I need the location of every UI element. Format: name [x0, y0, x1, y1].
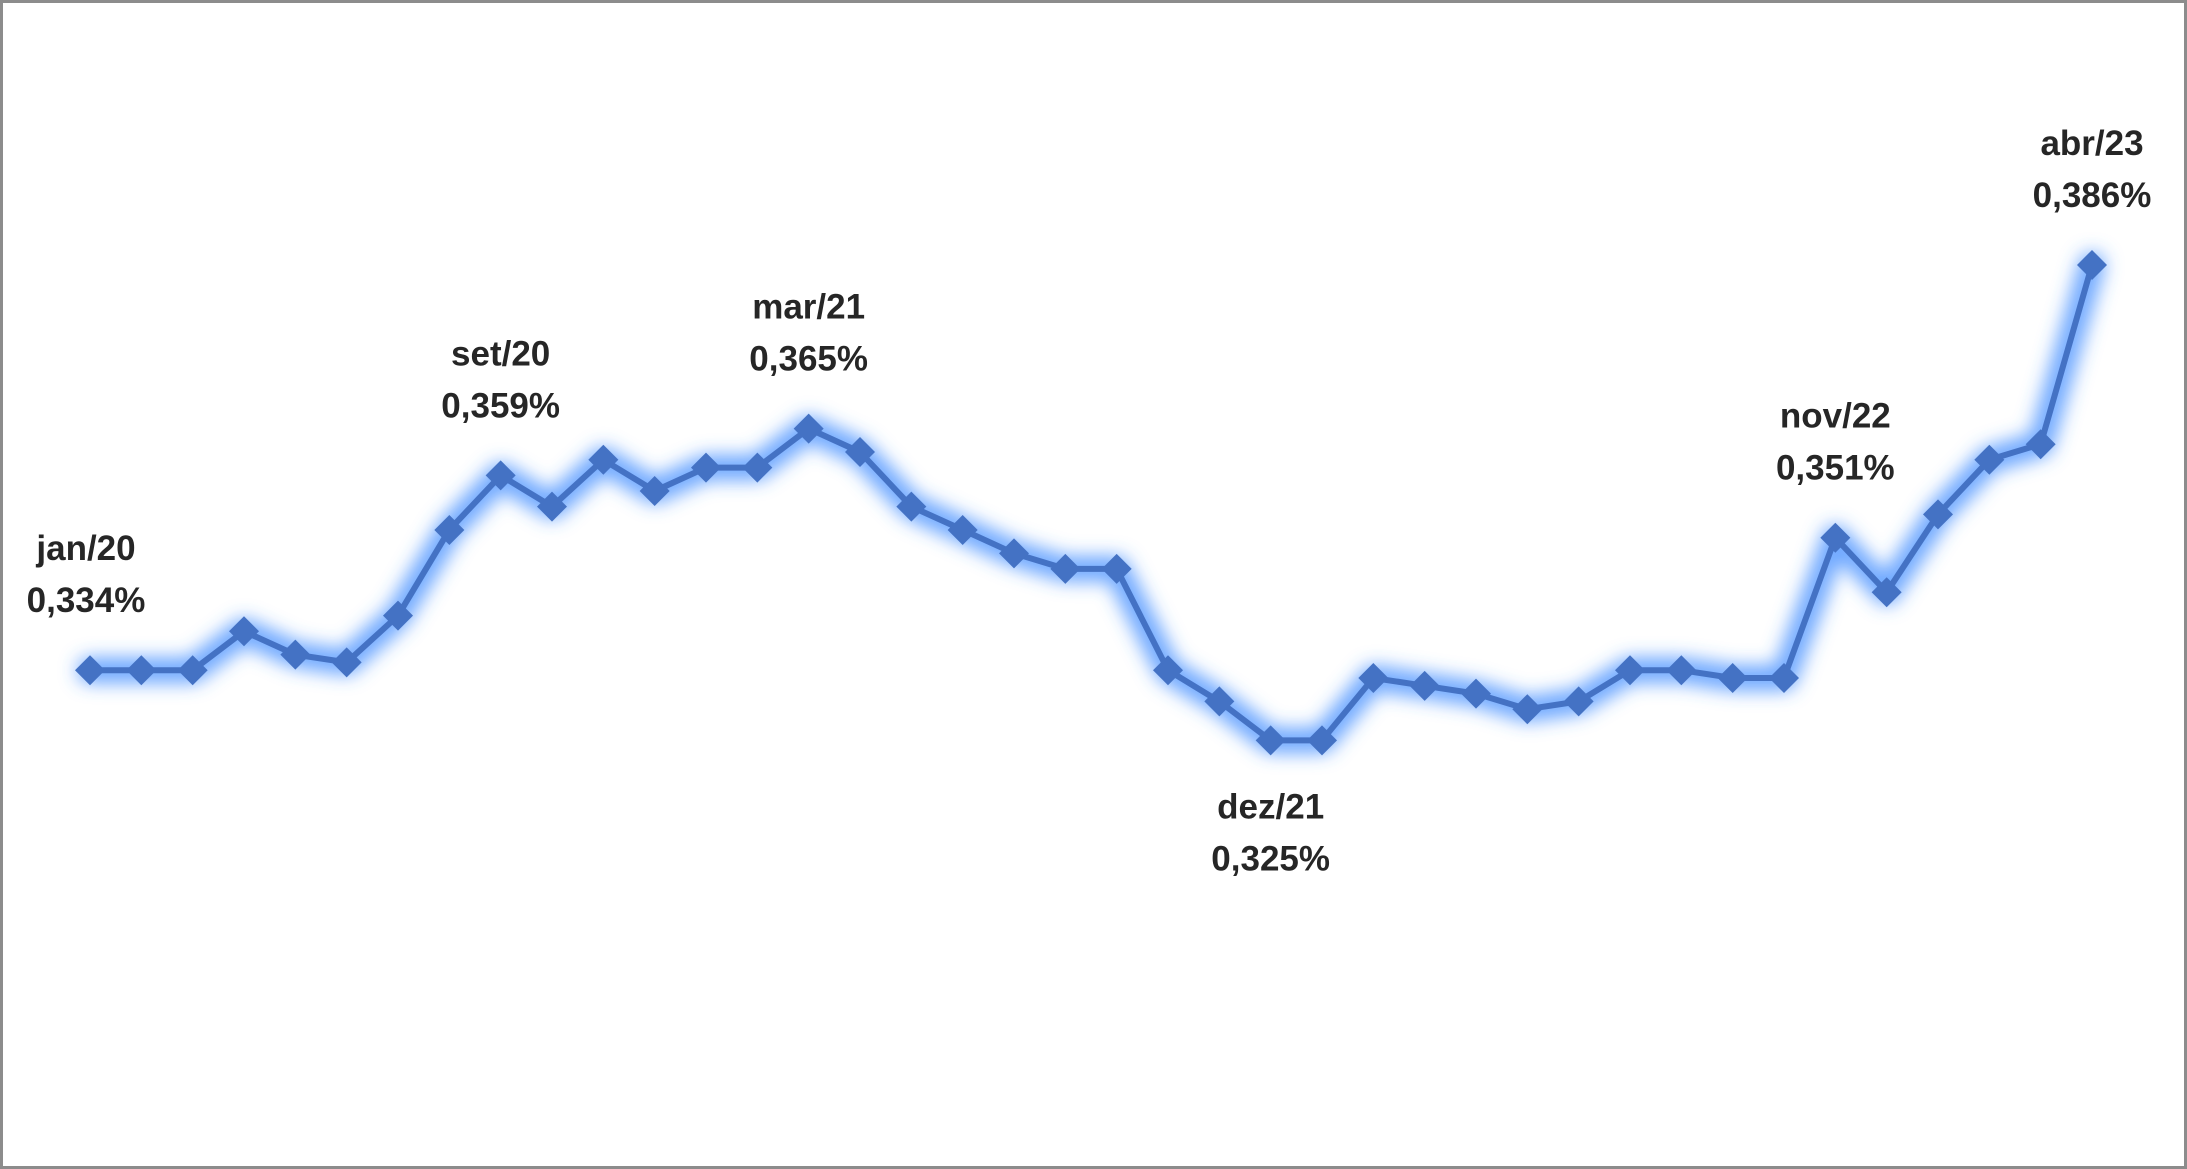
data-label: dez/21 0,325% [1211, 787, 1330, 878]
data-label: set/20 0,359% [441, 334, 560, 425]
data-point-marker: ago/22 [1666, 655, 1697, 686]
data-point-marker: jul/20 [383, 600, 413, 631]
data-label-date: dez/21 [1217, 787, 1324, 826]
data-point-marker: nov/22 [1820, 522, 1851, 553]
data-label-date: nov/22 [1780, 397, 1891, 436]
data-point-marker: fev/21 [742, 452, 773, 483]
data-point-marker: set/21 [1101, 553, 1132, 584]
data-point-marker: fev/23 [1974, 444, 2005, 475]
data-label-value: 0,325% [1211, 839, 1330, 878]
data-label-value: 0,386% [2033, 176, 2152, 215]
data-point-marker: jun/22 [1563, 686, 1594, 717]
data-label-value: 0,359% [441, 386, 560, 425]
data-label-date: jan/20 [35, 529, 135, 568]
data-label-value: 0,365% [749, 340, 868, 379]
data-point-marker: set/20 [485, 460, 516, 491]
data-point-marker: jan/21 [691, 452, 721, 483]
data-point-marker: mai/20 [280, 639, 311, 670]
data-point-marker: out/22 [1769, 663, 1799, 694]
data-point-marker: abr/20 [229, 616, 259, 647]
series-line [90, 264, 2095, 744]
data-point-marker: nov/21 [1204, 686, 1235, 717]
data-label: nov/22 0,351% [1776, 397, 1895, 488]
data-point-marker: mar/23 [2025, 429, 2056, 460]
data-label-date: abr/23 [2040, 124, 2143, 163]
data-label: mar/21 0,365% [749, 288, 868, 379]
data-point-marker: mar/21 [793, 413, 824, 444]
series-markers: jan/20 fev/20 mar/20 abr/20 mai/20 jun/20 jul/… [75, 249, 2107, 756]
data-label: abr/23 0,386% [2033, 124, 2152, 215]
data-point-marker: jul/21 [999, 538, 1029, 569]
series-line-layer [90, 264, 2095, 744]
data-point-marker: abr/23 [2077, 249, 2107, 280]
data-point-marker: jul/22 [1615, 655, 1645, 686]
data-point-marker: dez/21 [1255, 725, 1286, 756]
data-point-marker: mar/20 [177, 655, 208, 686]
data-point-marker: nov/20 [588, 444, 619, 475]
data-label-value: 0,351% [1776, 449, 1895, 488]
data-point-marker: jan/23 [1923, 499, 1953, 530]
data-point-marker: out/20 [537, 491, 567, 522]
data-point-marker: mar/22 [1409, 670, 1440, 701]
data-label-date: set/20 [451, 334, 550, 373]
data-label: jan/20 0,334% [27, 529, 146, 620]
data-point-marker: abr/22 [1461, 678, 1491, 709]
data-point-marker: fev/20 [126, 655, 157, 686]
data-point-marker: fev/22 [1358, 663, 1389, 694]
series-glow [77, 252, 2105, 754]
data-point-marker: mai/21 [896, 491, 927, 522]
data-point-marker: jan/20 [75, 655, 105, 686]
data-point-marker: jan/22 [1307, 725, 1337, 756]
data-point-marker: ago/20 [434, 514, 465, 545]
series-glow-path [77, 252, 2105, 754]
data-point-marker: dez/22 [1871, 577, 1902, 608]
data-point-marker: jun/21 [947, 514, 978, 545]
data-point-marker: abr/21 [845, 437, 875, 468]
data-point-marker: mai/22 [1512, 694, 1543, 725]
data-label-date: mar/21 [752, 288, 865, 327]
data-point-marker: dez/20 [639, 475, 670, 506]
data-label-value: 0,334% [27, 581, 146, 620]
data-point-marker: jun/20 [331, 647, 362, 678]
data-point-marker: out/21 [1153, 655, 1183, 686]
data-point-marker: ago/21 [1050, 553, 1081, 584]
data-labels: jan/20 0,334% set/20 0,359% mar/21 0,365% dez/… [27, 124, 2152, 878]
data-point-marker: set/22 [1717, 663, 1748, 694]
